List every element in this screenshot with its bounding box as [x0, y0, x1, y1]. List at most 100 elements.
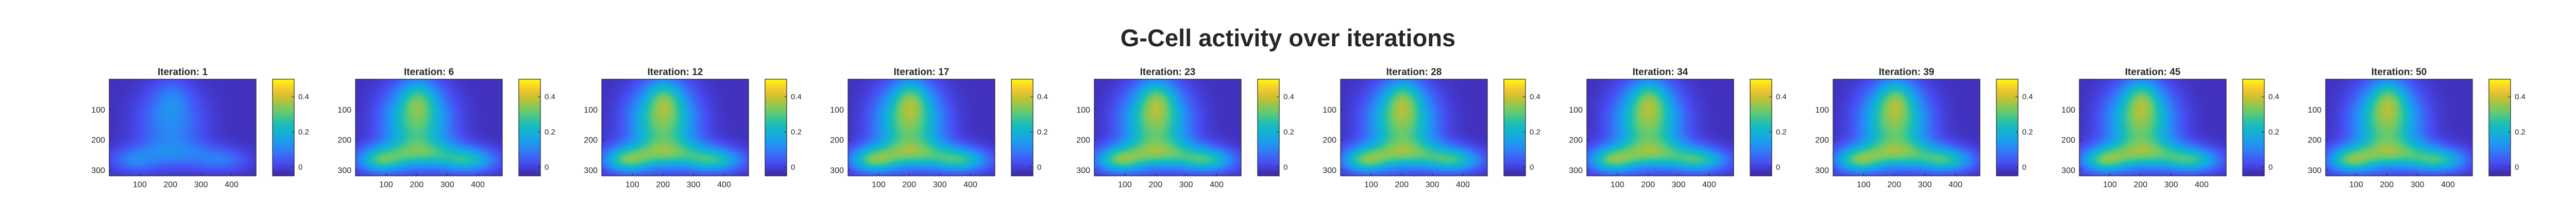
axes-frame [1094, 79, 1242, 176]
x-tick-label: 300 [687, 180, 701, 189]
heatmap-image [848, 79, 995, 176]
y-tick-label: 100 [1815, 106, 1829, 115]
colorbar-tick-label: 0.4 [545, 93, 555, 101]
y-tick-label: 300 [1076, 166, 1090, 175]
y-tick-label: 100 [1323, 106, 1336, 115]
y-tick-label: 200 [1569, 136, 1583, 145]
colorbar-tick-label: 0.4 [1037, 93, 1048, 101]
panel-6: Iteration: 6 100 200 300 400 100 200 300 0 0.2 0.4 [337, 67, 555, 189]
heatmap-image [1833, 79, 1980, 176]
y-tick-label: 100 [2308, 106, 2321, 115]
colorbar-frame [765, 79, 787, 176]
panel-title: Iteration: 39 [1879, 67, 1935, 78]
axes-frame [1586, 79, 1734, 176]
colorbar-tick-label: 0 [545, 163, 549, 172]
axes-frame [848, 79, 995, 176]
x-tick-label: 400 [225, 180, 239, 189]
axes-frame [601, 79, 749, 176]
x-tick-label: 400 [1948, 180, 1962, 189]
x-tick-label: 300 [1672, 180, 1686, 189]
axes-frame [2079, 79, 2227, 176]
colorbar-tick-label: 0.4 [1530, 93, 1540, 101]
x-tick-label: 300 [2411, 180, 2425, 189]
x-tick-label: 400 [1210, 180, 1224, 189]
y-tick-label: 300 [337, 166, 351, 175]
panel-23: Iteration: 23 100 200 300 400 100 200 300 0 0.2 0.… [1076, 67, 1294, 189]
panel-12: Iteration: 12 100 200 300 400 100 200 300 0 0.2 0.… [584, 67, 802, 189]
colorbar-frame [2488, 79, 2511, 176]
axes-frame [1833, 79, 1980, 176]
panel-34: Iteration: 34 100 200 300 400 100 200 300 0 0.2 0.… [1569, 67, 1787, 189]
colorbar-tick-label: 0.2 [2268, 128, 2279, 137]
panel-title: Iteration: 50 [2371, 67, 2427, 78]
x-tick-label: 200 [1887, 180, 1901, 189]
colorbar-tick-label: 0 [1283, 163, 1287, 172]
colorbar-frame [518, 79, 541, 176]
colorbar-tick-label: 0 [2268, 163, 2273, 172]
colorbar-tick-label: 0.2 [298, 128, 309, 137]
y-tick-label: 200 [337, 136, 351, 145]
x-tick-label: 200 [2380, 180, 2394, 189]
colorbar-tick-label: 0.2 [1530, 128, 1540, 137]
colorbar-tick-label: 0.4 [298, 93, 309, 101]
colorbar [519, 79, 540, 176]
heatmap-image [2326, 79, 2472, 176]
colorbar-frame [1011, 79, 1033, 176]
panel-45: Iteration: 45 100 200 300 400 100 200 300 0 0.2 0.… [2061, 67, 2279, 189]
x-tick-label: 100 [1118, 180, 1132, 189]
x-tick-label: 100 [625, 180, 639, 189]
heatmap-image [1341, 79, 1487, 176]
axes-frame [109, 79, 257, 176]
x-tick-label: 300 [440, 180, 454, 189]
x-tick-label: 300 [1179, 180, 1193, 189]
x-tick-label: 400 [2195, 180, 2209, 189]
colorbar [1750, 79, 1772, 176]
colorbar-tick-label: 0.2 [1037, 128, 1048, 137]
panels: Iteration: 1 100 200 300 400 100 200 300 0 0.2 0.4… [91, 67, 2526, 189]
y-tick-label: 300 [91, 166, 105, 175]
colorbar-tick-label: 0.2 [791, 128, 802, 137]
colorbar-frame [1503, 79, 1526, 176]
panel-39: Iteration: 39 100 200 300 400 100 200 300 0 0.2 0.… [1815, 67, 2033, 189]
colorbar [1996, 79, 2018, 176]
heatmap-image [1587, 79, 1734, 176]
x-tick-label: 100 [872, 180, 886, 189]
x-tick-label: 400 [1702, 180, 1716, 189]
axes-frame [2325, 79, 2473, 176]
x-tick-label: 200 [656, 180, 670, 189]
colorbar-tick-label: 0.4 [1776, 93, 1787, 101]
x-tick-label: 200 [410, 180, 423, 189]
panel-title: Iteration: 23 [1140, 67, 1196, 78]
panel-1: Iteration: 1 100 200 300 400 100 200 300 0 0.2 0.4 [91, 67, 309, 189]
y-tick-label: 100 [91, 106, 105, 115]
x-tick-label: 400 [471, 180, 485, 189]
colorbar-tick-label: 0.2 [1283, 128, 1294, 137]
y-tick-label: 100 [1076, 106, 1090, 115]
y-tick-label: 200 [91, 136, 105, 145]
y-tick-label: 200 [830, 136, 844, 145]
x-tick-label: 400 [2441, 180, 2455, 189]
colorbar [1011, 79, 1033, 176]
colorbar [1504, 79, 1526, 176]
colorbar [765, 79, 787, 176]
x-tick-label: 300 [194, 180, 208, 189]
heatmap-image [602, 79, 749, 176]
x-tick-label: 200 [1148, 180, 1162, 189]
colorbar-tick-label: 0 [791, 163, 795, 172]
panel-28: Iteration: 28 100 200 300 400 100 200 300 0 0.2 0.… [1323, 67, 1540, 189]
x-tick-label: 200 [1641, 180, 1655, 189]
colorbar-frame [2242, 79, 2265, 176]
x-tick-label: 300 [933, 180, 947, 189]
x-tick-label: 100 [379, 180, 393, 189]
y-tick-label: 200 [1323, 136, 1336, 145]
panel-title: Iteration: 28 [1386, 67, 1442, 78]
x-tick-label: 300 [1426, 180, 1439, 189]
panel-50: Iteration: 50 100 200 300 400 100 200 300 0 0.2 0.… [2308, 67, 2526, 189]
x-tick-label: 400 [963, 180, 977, 189]
colorbar-tick-label: 0.2 [2515, 128, 2526, 137]
y-tick-label: 300 [1569, 166, 1583, 175]
x-tick-label: 100 [2103, 180, 2117, 189]
x-tick-label: 300 [2164, 180, 2178, 189]
colorbar-tick-label: 0.2 [545, 128, 555, 137]
x-tick-label: 200 [2133, 180, 2147, 189]
